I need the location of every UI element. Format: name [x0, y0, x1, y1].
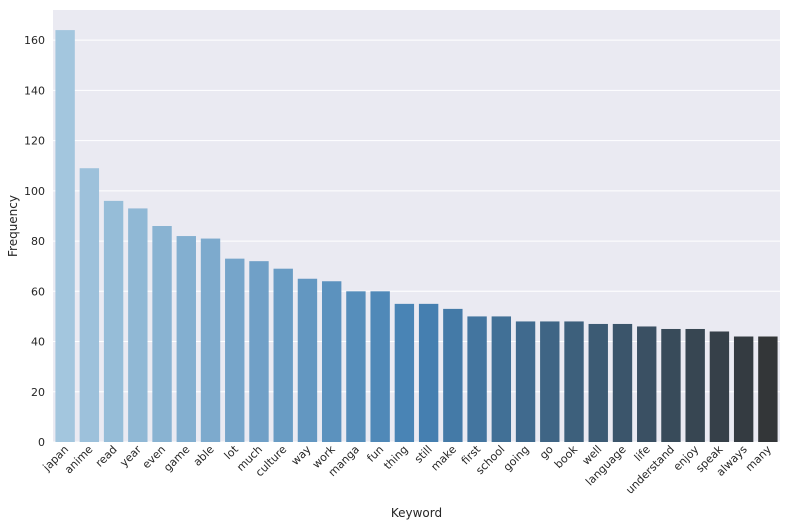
- bar-able: [200, 238, 221, 442]
- bar-enjoy: [685, 328, 705, 442]
- bar-language: [612, 323, 633, 442]
- bar-school: [491, 316, 512, 442]
- y-tick-label: 160: [24, 34, 45, 47]
- bar-make: [443, 308, 463, 442]
- bar-lot: [225, 258, 245, 442]
- bar-book: [564, 321, 584, 442]
- bar-well: [588, 323, 608, 442]
- bar-speak: [709, 331, 730, 442]
- x-tick-label: thing: [381, 443, 410, 472]
- y-tick-label: 0: [38, 436, 45, 449]
- y-tick-label: 40: [31, 336, 45, 349]
- bar-understand: [661, 328, 681, 442]
- bar-work: [321, 281, 342, 442]
- x-tick-label: go: [537, 443, 556, 462]
- grid-lines: [53, 39, 780, 443]
- y-axis-label: Frequency: [6, 195, 20, 257]
- bar-anime: [79, 168, 100, 443]
- bar-way: [297, 278, 318, 442]
- bar-many: [758, 336, 778, 442]
- bar-first: [467, 316, 487, 442]
- x-tick-label: game: [161, 443, 192, 474]
- bar-thing: [394, 303, 415, 442]
- bar-life: [637, 326, 657, 442]
- bar-culture: [273, 268, 293, 442]
- bar-always: [733, 336, 754, 442]
- y-tick-label: 60: [31, 285, 45, 298]
- bar-game: [176, 236, 196, 442]
- y-tick-label: 120: [24, 135, 45, 148]
- bar-still: [418, 303, 439, 442]
- x-tick-label: able: [191, 443, 217, 469]
- x-axis-label: Keyword: [391, 506, 442, 520]
- y-tick-label: 140: [24, 84, 45, 97]
- x-tick-label: year: [117, 443, 144, 470]
- x-tick-label: anime: [62, 443, 96, 477]
- bar-going: [515, 321, 536, 442]
- x-tick-label: way: [289, 443, 314, 468]
- x-tick-label: read: [93, 443, 120, 470]
- x-tick-label: make: [428, 443, 459, 474]
- x-tick-label: many: [743, 443, 774, 474]
- bar-much: [249, 261, 269, 442]
- bar-go: [540, 321, 560, 442]
- bars: [55, 30, 778, 443]
- y-tick-label: 20: [31, 386, 45, 399]
- y-tick-label: 100: [24, 185, 45, 198]
- bar-fun: [370, 291, 390, 442]
- y-tick-label: 80: [31, 235, 45, 248]
- bar-read: [103, 200, 124, 442]
- x-tick-label: going: [501, 443, 532, 474]
- bar-even: [152, 226, 172, 442]
- bar-japan: [55, 30, 75, 443]
- y-tick-labels: 0 20 40 60 80 100 120 140 160: [24, 34, 45, 449]
- bar-year: [128, 208, 148, 442]
- plot-background: [53, 10, 780, 442]
- bar-manga: [346, 291, 366, 442]
- x-tick-label: book: [552, 442, 581, 471]
